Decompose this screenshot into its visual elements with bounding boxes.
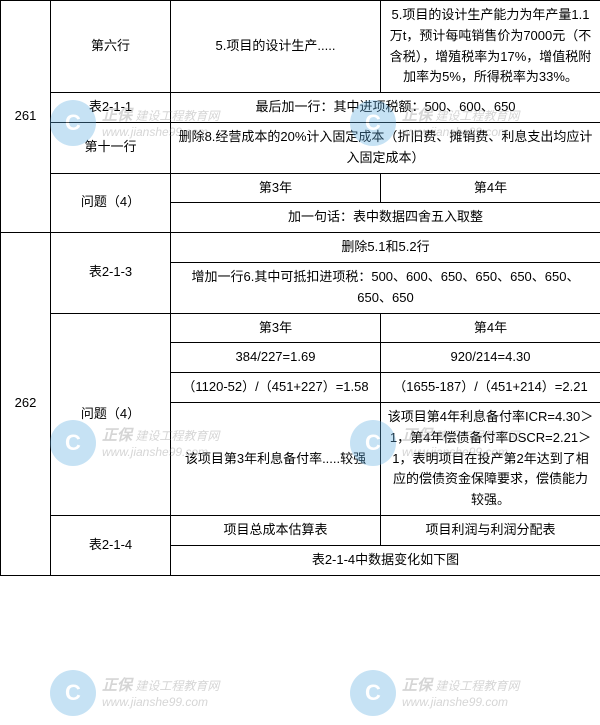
cell: 该项目第4年利息备付率ICR=4.30＞1，第4年偿债备付率DSCR=2.21＞… — [381, 402, 600, 515]
cell: 第4年 — [381, 313, 600, 343]
cell: 第4年 — [381, 173, 600, 203]
watermark-sub: 建设工程教育网 — [435, 679, 519, 693]
cell-id-262: 262 — [1, 233, 51, 575]
cell: 表2-1-1 — [51, 93, 171, 123]
cell: 5.项目的设计生产能力为年产量1.1万t，预计每吨销售价为7000元（不含税），… — [381, 1, 600, 93]
watermark-icon: C 正保 建设工程教育网 www.jianshe99.com — [350, 670, 519, 716]
watermark-circle-icon: C — [350, 670, 396, 716]
cell: 第3年 — [171, 313, 381, 343]
cell: 删除8.经营成本的20%计入固定成本（折旧费、摊销费、利息支出均应计入固定成本） — [171, 122, 600, 173]
cell: 删除5.1和5.2行 — [171, 233, 600, 263]
cell: 最后加一行：其中进项税额：500、600、650 — [171, 93, 600, 123]
cell: 5.项目的设计生产..... — [171, 1, 381, 93]
cell: （1655-187）/（451+214）=2.21 — [381, 373, 600, 403]
cell: 问题（4） — [51, 313, 171, 515]
cell-id-261: 261 — [1, 1, 51, 233]
cell: 项目利润与利润分配表 — [381, 515, 600, 545]
cell: 920/214=4.30 — [381, 343, 600, 373]
table-row: 问题（4） 第3年 第4年 — [1, 173, 600, 203]
table-row: 问题（4） 第3年 第4年 — [1, 313, 600, 343]
cell: 增加一行6.其中可抵扣进项税：500、600、650、650、650、650、6… — [171, 262, 600, 313]
table-row: 261 第六行 5.项目的设计生产..... 5.项目的设计生产能力为年产量1.… — [1, 1, 600, 93]
cell: （1120-52）/（451+227）=1.58 — [171, 373, 381, 403]
table-row: 262 表2-1-3 删除5.1和5.2行 — [1, 233, 600, 263]
table-row: 表2-1-1 最后加一行：其中进项税额：500、600、650 — [1, 93, 600, 123]
watermark-icon: C 正保 建设工程教育网 www.jianshe99.com — [50, 670, 219, 716]
cell: 第3年 — [171, 173, 381, 203]
watermark-url: www.jianshe99.com — [102, 695, 208, 709]
cell: 384/227=1.69 — [171, 343, 381, 373]
table-row: 表2-1-4 项目总成本估算表 项目利润与利润分配表 — [1, 515, 600, 545]
table-row: 第十一行 删除8.经营成本的20%计入固定成本（折旧费、摊销费、利息支出均应计入… — [1, 122, 600, 173]
watermark-brand: 正保 — [102, 677, 132, 694]
watermark-sub: 建设工程教育网 — [135, 679, 219, 693]
watermark-circle-icon: C — [50, 670, 96, 716]
cell: 问题（4） — [51, 173, 171, 233]
cell: 表2-1-3 — [51, 233, 171, 313]
cell: 加一句话：表中数据四舍五入取整 — [171, 203, 600, 233]
cell: 第十一行 — [51, 122, 171, 173]
watermark-brand: 正保 — [402, 677, 432, 694]
cell: 表2-1-4 — [51, 515, 171, 575]
cell: 表2-1-4中数据变化如下图 — [171, 545, 600, 575]
cell: 该项目第3年利息备付率.....较强 — [171, 402, 381, 515]
watermark-url: www.jianshe99.com — [402, 695, 508, 709]
data-table: 261 第六行 5.项目的设计生产..... 5.项目的设计生产能力为年产量1.… — [0, 0, 600, 576]
cell: 项目总成本估算表 — [171, 515, 381, 545]
cell: 第六行 — [51, 1, 171, 93]
